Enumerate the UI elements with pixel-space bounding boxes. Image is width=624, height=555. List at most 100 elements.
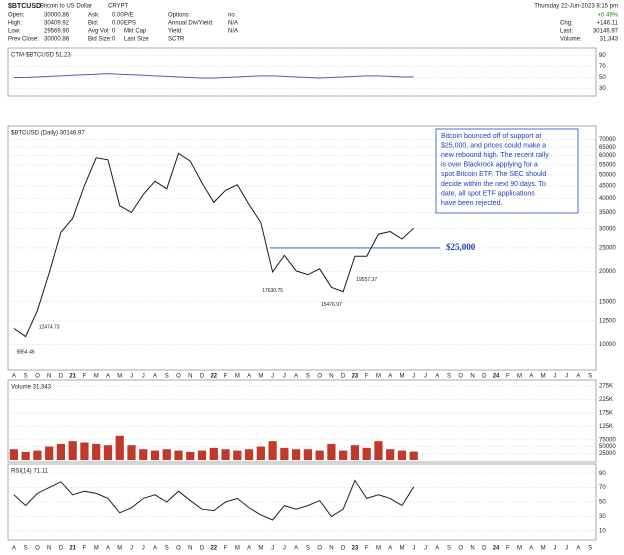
x-tick-label: J — [130, 374, 133, 380]
y-tick-label: 10000 — [599, 342, 616, 348]
volume-bar — [115, 435, 124, 460]
x-tick-label: J — [130, 546, 133, 552]
field-label: EPS — [124, 21, 136, 27]
x-tick-label: M — [94, 546, 99, 552]
field-value: 0 — [112, 29, 116, 35]
x-tick-label: A — [294, 374, 298, 380]
x-tick-label: A — [247, 374, 251, 380]
x-tick-label: J — [424, 546, 427, 552]
field-label: Chg: — [560, 21, 573, 27]
x-tick-label: F — [224, 374, 228, 380]
field-label: Mkt Cap — [124, 29, 147, 35]
annotation-line: spot Bitcoin ETF. The SEC should — [441, 171, 546, 178]
x-tick-label: N — [329, 374, 333, 380]
x-tick-label: J — [142, 546, 145, 552]
support-label: $25,000 — [446, 242, 476, 252]
x-tick-label: J — [412, 374, 415, 380]
field-label: Prev Close: — [8, 37, 39, 43]
y-tick-label: 30 — [599, 514, 606, 520]
point-label: 17630.75 — [262, 288, 283, 294]
y-tick-label: 225K — [599, 397, 613, 403]
x-tick-label: O — [176, 546, 181, 552]
field-label: Yield: — [168, 29, 183, 35]
x-tick-label: F — [224, 546, 228, 552]
x-tick-label: M — [117, 374, 122, 380]
field-label: Open: — [8, 13, 25, 19]
volume-bar — [9, 449, 18, 460]
y-tick-label: 75000 — [599, 437, 616, 443]
field-value: +146.11 — [597, 21, 619, 27]
x-tick-label: A — [388, 546, 392, 552]
volume-bar — [397, 450, 407, 460]
volume-bar — [268, 441, 277, 460]
field-label: Ask: — [88, 13, 100, 19]
field-value: no — [228, 13, 235, 19]
x-tick-label: A — [529, 374, 533, 380]
volume-bar — [339, 450, 348, 460]
field-value: 31,343 — [600, 37, 619, 43]
y-tick-label: 65000 — [599, 145, 616, 151]
y-tick-label: 20000 — [599, 269, 616, 275]
x-tick-label: M — [399, 374, 404, 380]
x-tick-label: S — [24, 374, 28, 380]
volume-bar — [162, 449, 171, 460]
x-tick-label: O — [176, 374, 181, 380]
x-tick-label: J — [271, 546, 274, 552]
x-tick-label: S — [165, 374, 169, 380]
panel-title: $BTCUSD (Daily) 30146.97 — [11, 131, 85, 137]
field-label: Volume: — [560, 37, 582, 43]
x-tick-label: S — [588, 374, 592, 380]
volume-bar — [362, 447, 371, 460]
volume-bar — [103, 445, 113, 460]
panel-frame — [7, 47, 597, 97]
x-tick-label: N — [470, 546, 474, 552]
field-value: 30146.97 — [593, 29, 619, 35]
point-label: 12474.73 — [39, 325, 60, 331]
x-tick-label: N — [188, 374, 192, 380]
volume-bar — [33, 450, 42, 460]
x-tick-label: M — [541, 374, 546, 380]
x-tick-label: S — [306, 546, 310, 552]
y-tick-label: 90 — [599, 53, 606, 59]
x-tick-label: 21 — [69, 546, 76, 552]
x-tick-label: F — [365, 374, 369, 380]
x-tick-label: D — [341, 546, 346, 552]
x-tick-label: A — [435, 374, 439, 380]
volume-bar — [315, 450, 324, 460]
x-tick-label: J — [553, 374, 556, 380]
x-tick-label: D — [59, 546, 64, 552]
x-tick-label: J — [271, 374, 274, 380]
annotation-line: $25,000, and prices could make a — [441, 142, 546, 149]
x-tick-label: 23 — [352, 374, 359, 380]
field-value: N/A — [228, 29, 238, 35]
volume-bar — [374, 441, 383, 460]
x-tick-label: D — [200, 374, 205, 380]
x-tick-label: 24 — [493, 546, 500, 552]
annotation-line: new rebound high. The recent rally — [441, 152, 549, 159]
x-tick-label: D — [482, 546, 487, 552]
x-tick-label: J — [283, 374, 286, 380]
field-label: Low: — [8, 29, 21, 35]
x-tick-label: O — [458, 374, 463, 380]
x-tick-label: O — [35, 546, 40, 552]
x-tick-label: O — [317, 546, 322, 552]
volume-bar — [256, 446, 265, 460]
y-tick-label: 50 — [599, 75, 606, 81]
annotation-line: is over Blackrock applying for a — [441, 162, 538, 169]
x-tick-label: S — [24, 546, 28, 552]
y-tick-label: 50000 — [599, 444, 616, 450]
y-tick-label: 15000 — [599, 299, 616, 305]
x-tick-label: N — [47, 374, 51, 380]
x-tick-label: J — [553, 546, 556, 552]
y-tick-label: 50000 — [599, 172, 616, 178]
x-tick-label: J — [424, 374, 427, 380]
x-tick-label: 22 — [210, 374, 217, 380]
annotation-box — [435, 128, 579, 214]
x-tick-label: S — [588, 546, 592, 552]
x-tick-label: A — [388, 374, 392, 380]
field-label: Last: — [560, 29, 573, 35]
x-tick-label: J — [565, 374, 568, 380]
x-tick-label: F — [506, 546, 510, 552]
field-label: SCTR — [168, 37, 185, 43]
exchange: CRYPT — [108, 4, 129, 10]
